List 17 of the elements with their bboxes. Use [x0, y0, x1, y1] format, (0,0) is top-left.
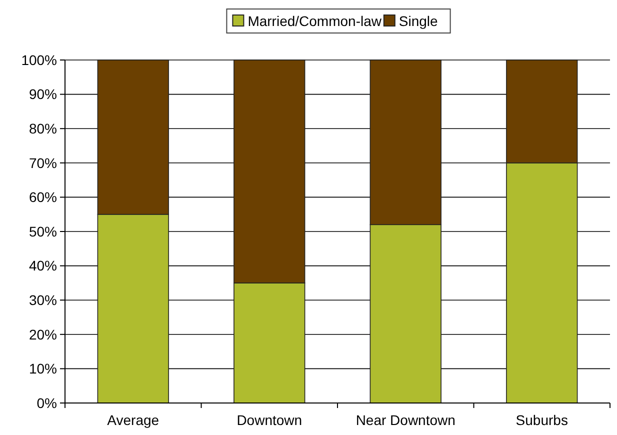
legend-label: Single: [398, 12, 438, 29]
legend-label: Married/Common-law: [248, 12, 382, 29]
y-tick-label: 100%: [21, 52, 57, 68]
y-tick-label: 0%: [36, 394, 57, 411]
x-tick-label: Suburbs: [516, 412, 568, 428]
y-tick-label: 30%: [28, 292, 57, 308]
y-tick-label: 80%: [28, 120, 57, 136]
y-tick-label: 70%: [28, 154, 57, 171]
y-tick-label: 10%: [28, 360, 57, 377]
y-tick-label: 60%: [28, 189, 57, 206]
y-tick-label: 90%: [28, 86, 57, 102]
y-tick-label: 20%: [28, 326, 57, 342]
y-tick-label: 40%: [28, 258, 57, 274]
y-tick-label: 50%: [28, 223, 57, 240]
x-tick-label: Average: [107, 412, 160, 428]
x-tick-label: Downtown: [236, 412, 302, 428]
x-tick-label: Near Downtown: [356, 412, 456, 428]
